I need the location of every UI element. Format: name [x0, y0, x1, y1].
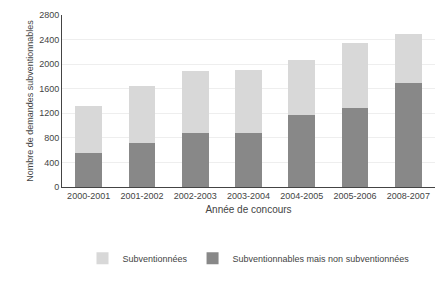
svg-text:2005-2006: 2005-2006	[334, 191, 377, 201]
svg-text:Nombre de demandes subventionn: Nombre de demandes subventionnables	[25, 20, 35, 182]
svg-text:Année de concours: Année de concours	[205, 204, 291, 215]
svg-text:800: 800	[44, 133, 59, 143]
svg-text:2002-2003: 2002-2003	[174, 191, 217, 201]
svg-text:2003-2004: 2003-2004	[227, 191, 270, 201]
svg-text:2800: 2800	[39, 10, 59, 20]
svg-text:1600: 1600	[39, 84, 59, 94]
svg-text:2000-2001: 2000-2001	[67, 191, 110, 201]
svg-text:0: 0	[54, 182, 59, 192]
svg-text:Subventionnées: Subventionnées	[123, 254, 188, 264]
svg-text:1200: 1200	[39, 108, 59, 118]
svg-text:2004-2005: 2004-2005	[280, 191, 323, 201]
svg-text:400: 400	[44, 158, 59, 168]
svg-text:2001-2002: 2001-2002	[120, 191, 163, 201]
svg-text:2000: 2000	[39, 59, 59, 69]
svg-text:2400: 2400	[39, 35, 59, 45]
svg-text:Subventionnables mais non subv: Subventionnables mais non subventionnées	[233, 254, 410, 264]
svg-text:2008-2007: 2008-2007	[387, 191, 430, 201]
